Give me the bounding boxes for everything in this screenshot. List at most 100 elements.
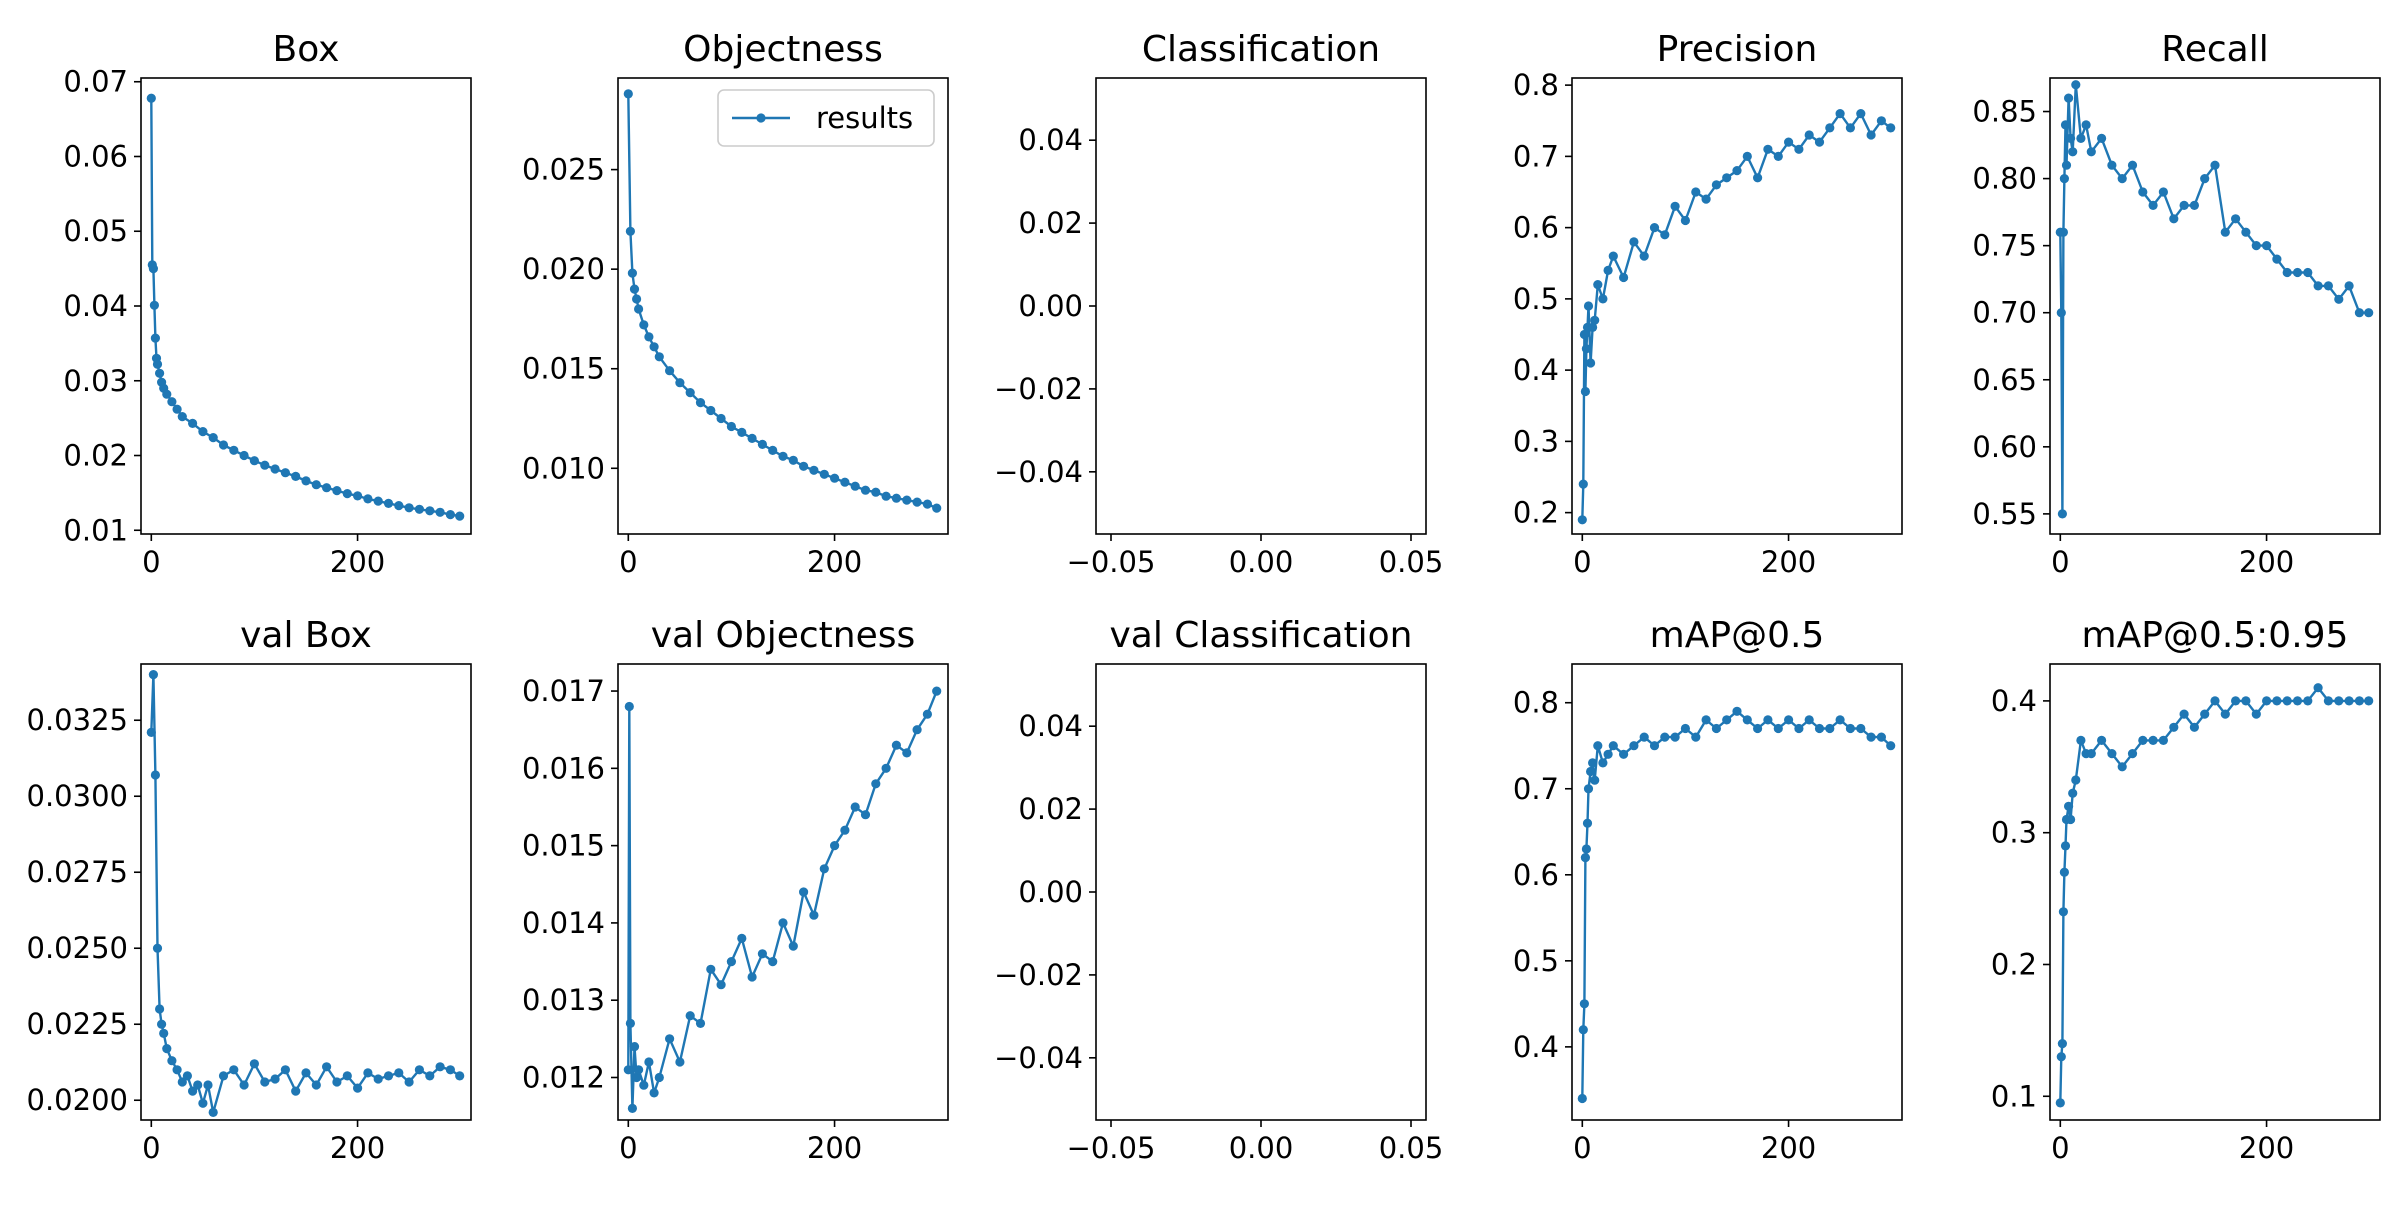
data-point: [902, 748, 911, 757]
data-point: [675, 378, 684, 387]
data-point: [2066, 815, 2075, 824]
data-point: [436, 508, 445, 517]
data-point: [147, 728, 156, 737]
data-point: [902, 496, 911, 505]
data-point: [882, 764, 891, 773]
data-point: [2364, 696, 2373, 705]
data-point: [778, 452, 787, 461]
data-point: [650, 1088, 659, 1097]
data-point: [353, 491, 362, 500]
y-tick-label: 0.55: [1972, 497, 2037, 531]
data-point: [851, 482, 860, 491]
data-point: [198, 427, 207, 436]
data-point: [1578, 515, 1587, 524]
data-point: [229, 1065, 238, 1074]
data-point: [1702, 715, 1711, 724]
series-line: [151, 98, 459, 516]
subplot-classification: Classification−0.05 0.00 0.05−0.04−0.020.0…: [994, 29, 1443, 579]
y-tick-label: 0.04: [1018, 709, 1083, 743]
data-point: [799, 462, 808, 471]
data-point: [1681, 724, 1690, 733]
data-point: [1582, 844, 1591, 853]
data-point: [1722, 173, 1731, 182]
axes-frame: [618, 664, 948, 1120]
data-point: [1586, 358, 1595, 367]
y-tick-label: 0.6: [1513, 211, 1559, 245]
data-point: [639, 320, 648, 329]
x-tick-label: −0.05: [1067, 545, 1156, 579]
data-point: [932, 687, 941, 696]
series-line: [1582, 711, 1890, 1098]
data-point: [686, 388, 695, 397]
data-point: [151, 334, 160, 343]
x-tick-label: 0.05: [1379, 1131, 1444, 1165]
data-point: [675, 1057, 684, 1066]
data-point: [2200, 174, 2209, 183]
data-point: [639, 1081, 648, 1090]
data-point: [717, 980, 726, 989]
data-point: [157, 1020, 166, 1029]
x-tick-label: 200: [330, 1131, 385, 1165]
data-point: [2334, 295, 2343, 304]
data-point: [1650, 741, 1659, 750]
data-point: [1583, 819, 1592, 828]
axes-frame: [1096, 78, 1426, 534]
data-point: [632, 294, 641, 303]
data-point: [789, 942, 798, 951]
y-tick-label: 0.75: [1972, 229, 2037, 263]
data-point: [209, 1108, 218, 1117]
x-tick-label: 0.05: [1379, 545, 1444, 579]
data-point: [1784, 715, 1793, 724]
data-point: [1588, 758, 1597, 767]
data-point: [2283, 696, 2292, 705]
data-point: [2066, 134, 2075, 143]
data-point: [198, 1099, 207, 1108]
data-point: [630, 285, 639, 294]
data-point: [2221, 228, 2230, 237]
data-point: [840, 478, 849, 487]
data-point: [271, 464, 280, 473]
data-point: [415, 1065, 424, 1074]
data-point: [1660, 733, 1669, 742]
data-point: [2293, 696, 2302, 705]
data-point: [2097, 736, 2106, 745]
data-point: [2180, 201, 2189, 210]
data-point: [2062, 161, 2071, 170]
data-point: [425, 1071, 434, 1080]
data-point: [193, 1080, 202, 1089]
data-point: [2231, 696, 2240, 705]
data-point: [203, 1080, 212, 1089]
x-tick-label: 0: [142, 1131, 160, 1165]
data-point: [250, 1059, 259, 1068]
data-point: [1805, 715, 1814, 724]
data-point: [1712, 180, 1721, 189]
data-point: [2293, 268, 2302, 277]
x-tick-label: 0: [619, 545, 637, 579]
data-point: [1805, 130, 1814, 139]
data-point: [271, 1074, 280, 1083]
data-point: [2149, 736, 2158, 745]
data-point: [455, 511, 464, 520]
data-point: [2252, 241, 2261, 250]
data-point: [706, 406, 715, 415]
data-point: [332, 486, 341, 495]
data-point: [405, 1077, 414, 1086]
data-point: [861, 810, 870, 819]
data-point: [2056, 1098, 2065, 1107]
data-point: [820, 470, 829, 479]
y-tick-label: 0.04: [63, 289, 128, 323]
data-point: [2058, 1039, 2067, 1048]
data-point: [2071, 775, 2080, 784]
data-point: [312, 1080, 321, 1089]
data-point: [178, 412, 187, 421]
data-point: [882, 492, 891, 501]
data-point: [1584, 784, 1593, 793]
data-point: [312, 480, 321, 489]
subplot-title: val Classification: [1109, 615, 1412, 656]
x-tick-label: 0: [2051, 1131, 2069, 1165]
y-tick-label: 0.6: [1513, 858, 1559, 892]
y-tick-label: 0.2: [1513, 496, 1559, 530]
y-tick-label: 0.3: [1991, 816, 2037, 850]
data-point: [768, 957, 777, 966]
